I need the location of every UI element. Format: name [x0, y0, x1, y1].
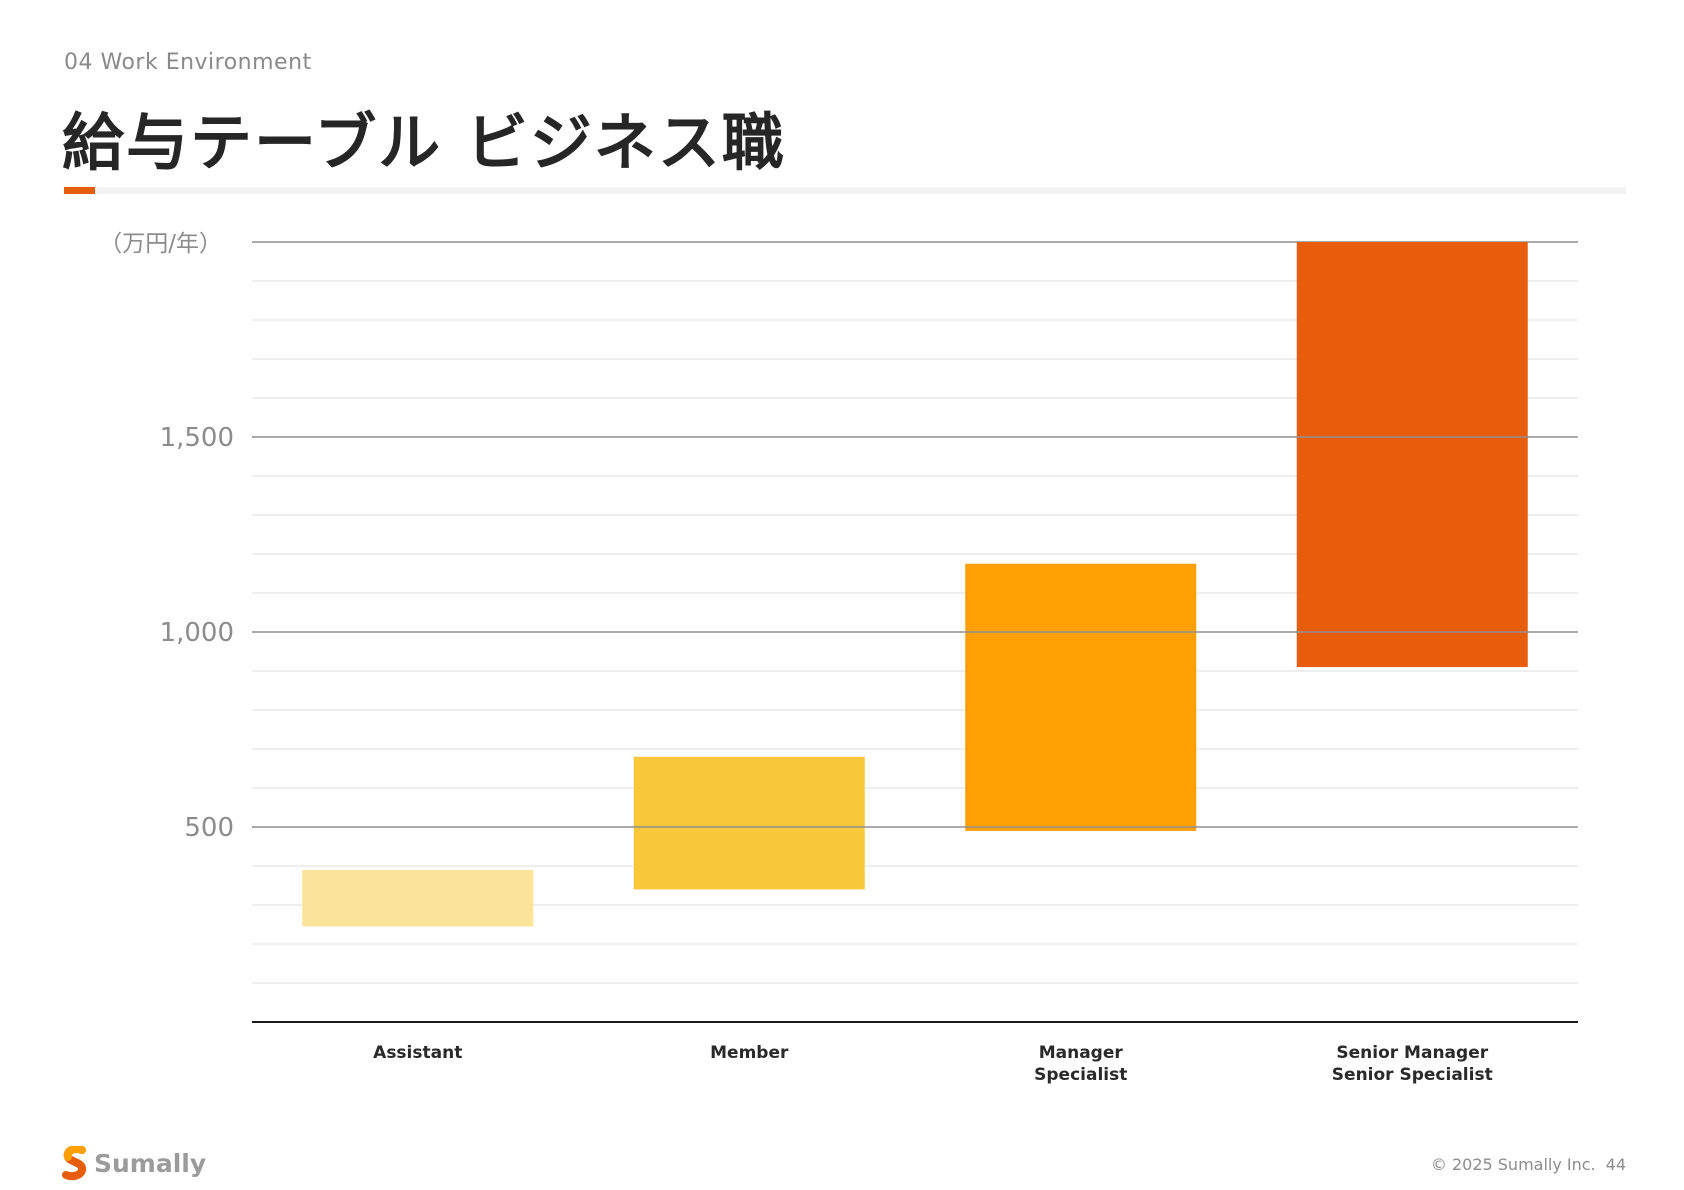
page-title: 給与テーブル ビジネス職: [62, 106, 786, 179]
y-axis-unit-label: （万円/年）: [99, 231, 222, 257]
copyright-text: © 2025 Sumally Inc.: [1430, 1155, 1596, 1174]
salary-range-bar: [633, 756, 865, 890]
footer-info: © 2025 Sumally Inc. 44: [1431, 1155, 1626, 1174]
x-category-label: Assistant: [373, 1043, 462, 1063]
x-category-label: Specialist: [1034, 1065, 1127, 1085]
section-label: 04 Work Environment: [64, 50, 312, 75]
x-category-label: Senior Specialist: [1332, 1065, 1493, 1085]
y-tick-label: 1,000: [160, 618, 234, 648]
x-category-label: Senior Manager: [1336, 1043, 1488, 1063]
salary-range-bar: [1296, 242, 1528, 668]
sumally-logo-icon: [62, 1146, 86, 1180]
x-category-label: Manager: [1039, 1043, 1124, 1063]
x-category-label: Member: [710, 1043, 789, 1063]
title-accent-bar: [64, 187, 95, 194]
brand-name: Sumally: [94, 1148, 207, 1178]
salary-range-bar: [302, 869, 534, 927]
salary-range-chart: 500 1,000 1,500 （万円/年） Assistant Member Manage…: [99, 231, 1578, 1085]
y-tick-label: 500: [184, 813, 234, 843]
title-underline: [64, 187, 1626, 194]
salary-range-bar: [965, 563, 1197, 831]
y-tick-label: 1,500: [160, 423, 234, 453]
page-number: 44: [1605, 1155, 1626, 1174]
sumally-logo: Sumally: [62, 1146, 206, 1180]
